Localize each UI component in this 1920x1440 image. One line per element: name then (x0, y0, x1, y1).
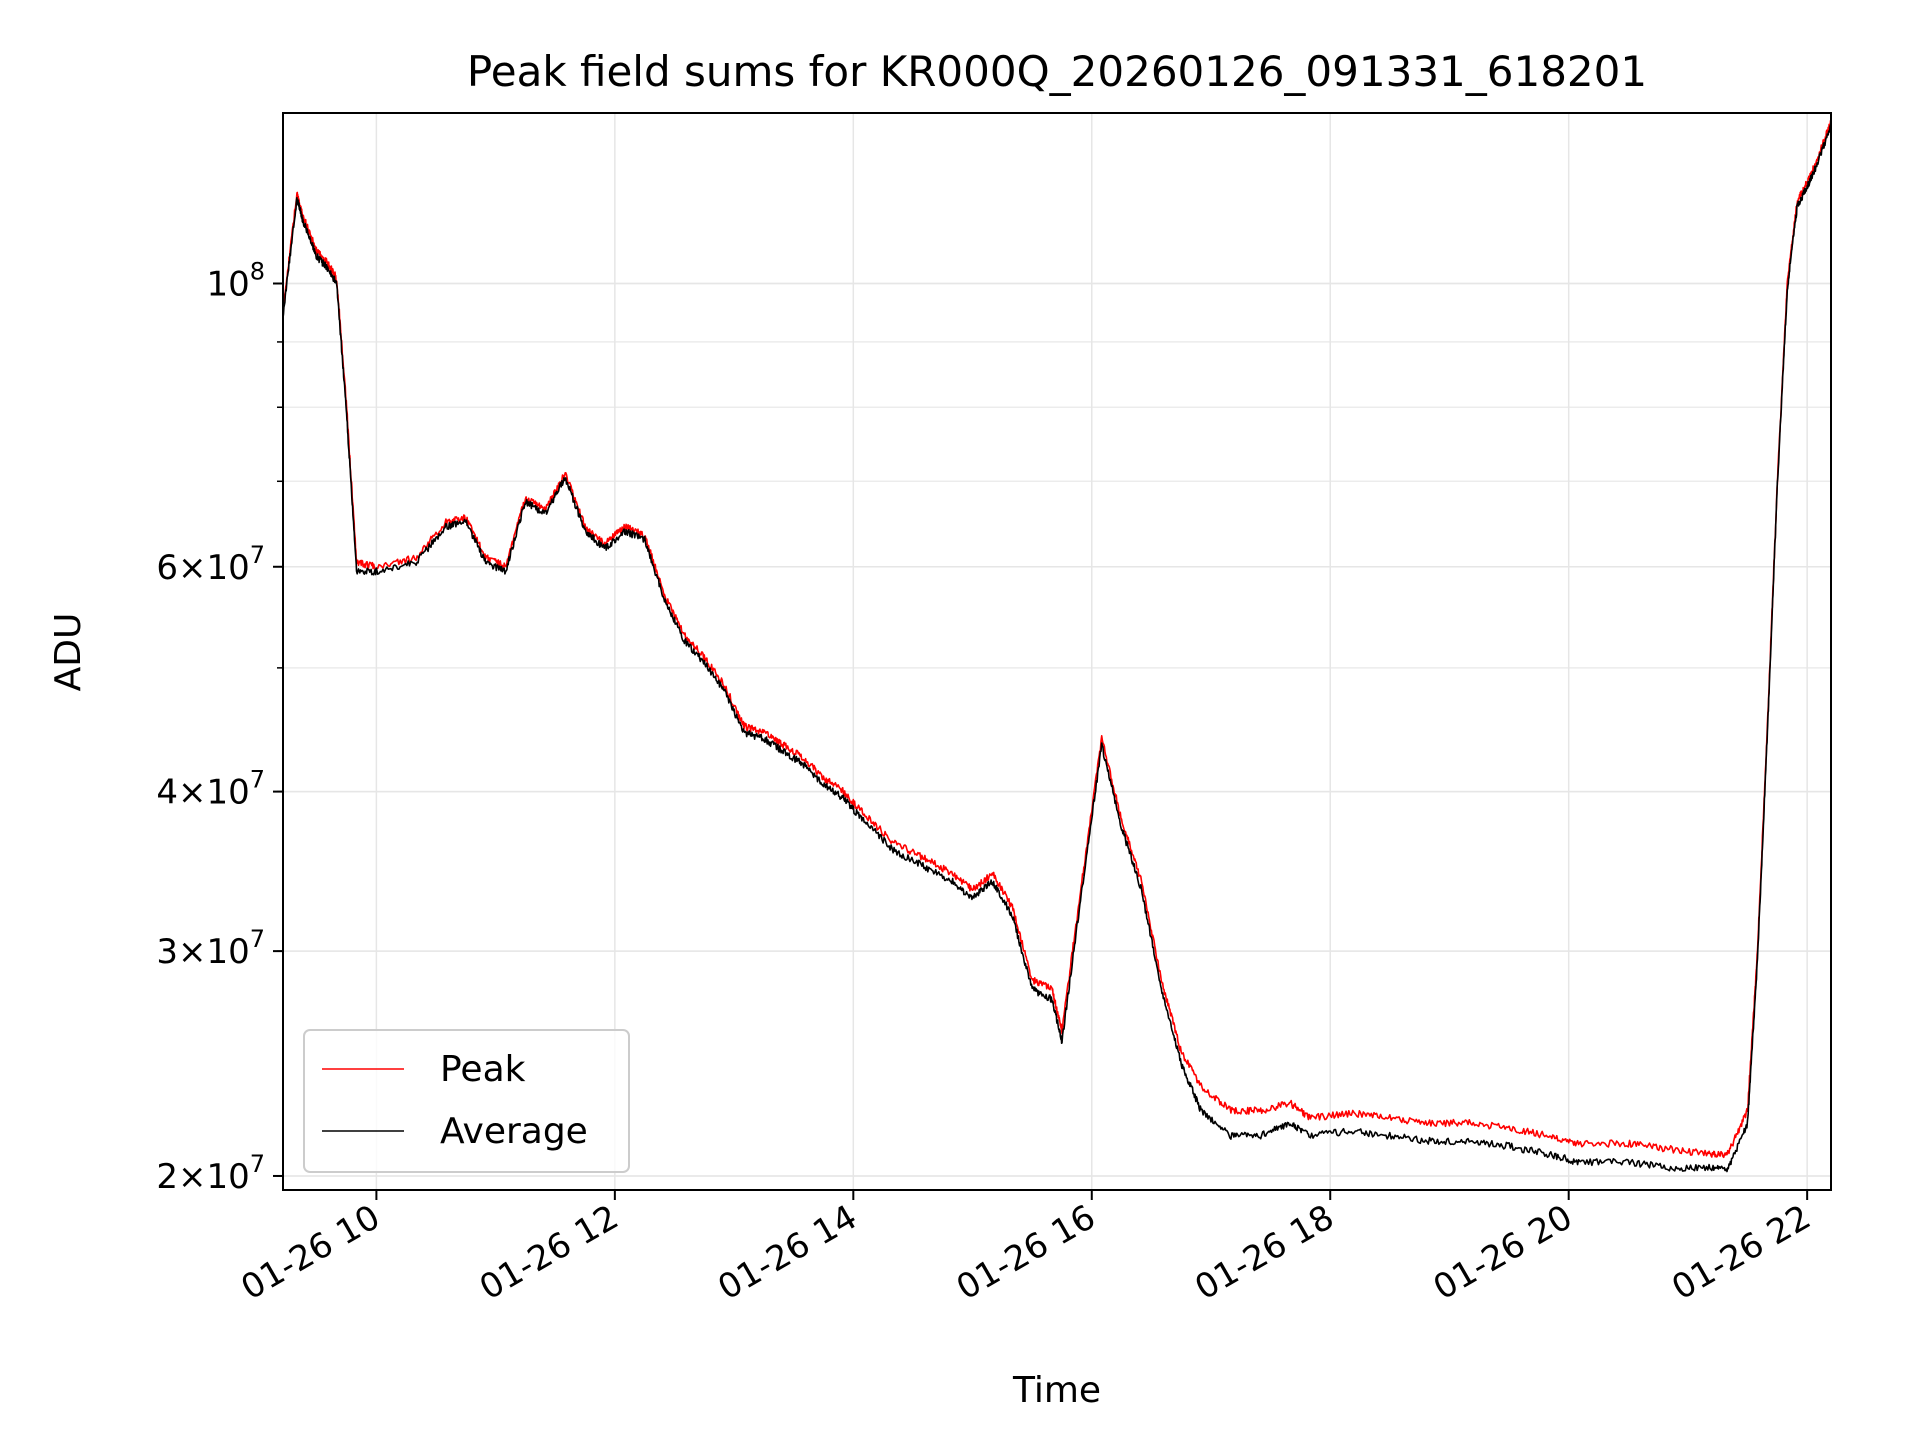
y-tick-label: 2×107 (156, 1150, 265, 1197)
x-tick-label: 01-26 12 (473, 1197, 625, 1308)
legend-box (303, 1029, 630, 1173)
y-tick-label: 3×107 (156, 925, 265, 972)
x-tick-label: 01-26 18 (1188, 1197, 1340, 1308)
x-tick-label: 01-26 22 (1665, 1197, 1817, 1308)
x-axis-label: Time (1012, 1370, 1101, 1411)
plot-frame (282, 112, 1832, 1191)
series-line-peak (282, 120, 1832, 1159)
x-axis: 01-26 10 01-26 12 01-26 14 01-26 16 01-26 18… (235, 1190, 1818, 1308)
y-axis: 108 6×107 4×107 3×107 2×107 (156, 258, 283, 1197)
x-tick-label: 01-26 20 (1427, 1197, 1579, 1308)
y-axis-label: ADU (48, 613, 89, 692)
y-tick-label: 108 (206, 258, 265, 305)
y-tick-label: 6×107 (156, 541, 265, 588)
x-tick-label: 01-26 10 (235, 1197, 387, 1308)
legend: Peak Average (303, 1029, 630, 1173)
grid (283, 113, 1831, 1190)
legend-label-average: Average (440, 1111, 588, 1152)
chart-title: Peak field sums for KR000Q_20260126_0913… (467, 47, 1647, 96)
series-line-average (282, 124, 1832, 1173)
y-tick-label: 4×107 (156, 766, 265, 813)
x-tick-label: 01-26 14 (711, 1197, 863, 1308)
legend-label-peak: Peak (440, 1049, 526, 1090)
x-tick-label: 01-26 16 (950, 1197, 1102, 1308)
series-layer (282, 120, 1832, 1173)
